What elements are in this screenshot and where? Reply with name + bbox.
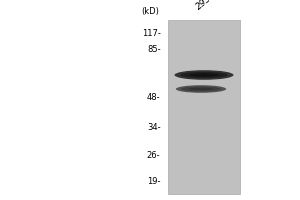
Ellipse shape (189, 73, 219, 77)
Ellipse shape (176, 85, 226, 93)
Ellipse shape (180, 72, 228, 78)
Text: 34-: 34- (147, 122, 160, 132)
Bar (168, 20, 240, 194)
Text: (kD): (kD) (141, 7, 159, 16)
Text: 48-: 48- (147, 94, 160, 102)
Text: 293: 293 (194, 0, 214, 12)
Ellipse shape (175, 70, 233, 80)
Text: 117-: 117- (142, 28, 160, 38)
Text: 19-: 19- (147, 176, 160, 186)
Ellipse shape (188, 88, 214, 90)
Text: 26-: 26- (147, 150, 160, 160)
Ellipse shape (181, 87, 221, 91)
Text: 85-: 85- (147, 45, 160, 53)
